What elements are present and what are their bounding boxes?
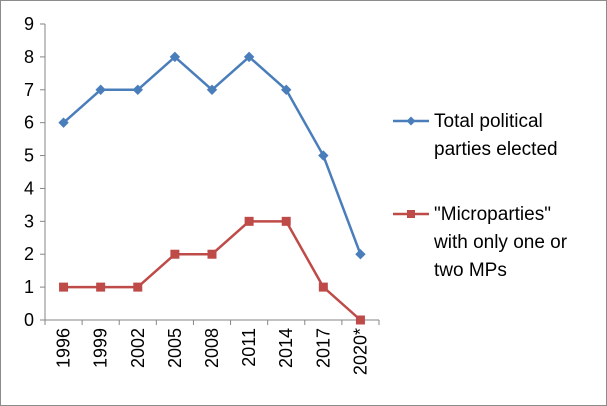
y-tick-label: 2 xyxy=(24,244,34,264)
series-layer xyxy=(58,51,366,325)
x-tick-label: 2011 xyxy=(239,328,259,367)
x-tick-label: 1996 xyxy=(54,328,74,368)
legend-marker xyxy=(406,116,416,126)
y-tick-label: 7 xyxy=(24,80,34,100)
data-point xyxy=(169,51,181,63)
data-point xyxy=(133,282,143,292)
series-line xyxy=(63,220,362,321)
legend-item-2: "Microparties" with only one or two MPs xyxy=(393,204,568,281)
data-point xyxy=(95,84,106,95)
data-point xyxy=(355,249,366,260)
data-point xyxy=(59,282,69,292)
data-point xyxy=(206,84,218,95)
y-tick-label: 0 xyxy=(24,310,34,330)
legend-item-1: Total political parties elected xyxy=(393,111,558,160)
y-tick-label: 8 xyxy=(24,47,34,67)
y-tick-label: 5 xyxy=(24,146,34,166)
legend: Total political parties elected "Micropart… xyxy=(393,111,568,281)
series-2 xyxy=(59,216,365,325)
legend-label: Total political xyxy=(434,111,543,132)
legend-label: with only one or xyxy=(433,232,568,253)
legend-label: parties elected xyxy=(434,139,558,160)
data-point xyxy=(207,249,217,259)
legend-label: two MPs xyxy=(434,260,507,281)
x-tick-label: 2005 xyxy=(165,328,185,368)
data-point xyxy=(244,216,254,226)
data-point xyxy=(243,51,255,63)
x-tick-label: 1999 xyxy=(91,328,111,368)
data-point xyxy=(318,282,328,292)
x-tick-label: 2008 xyxy=(202,328,222,368)
legend-label: "Microparties" xyxy=(434,204,551,225)
data-point xyxy=(132,84,143,95)
legend-marker xyxy=(407,210,415,218)
data-point xyxy=(96,282,106,292)
x-tick-label: 2002 xyxy=(128,328,148,368)
data-point xyxy=(170,249,180,259)
series-1 xyxy=(58,51,366,260)
x-tick-label: 2014 xyxy=(276,328,296,368)
data-point xyxy=(58,117,69,128)
y-tick-label: 3 xyxy=(24,211,34,231)
data-point xyxy=(318,150,329,161)
data-point xyxy=(355,315,365,325)
axes: 0 1 2 3 4 5 6 7 8 9 1996 1999 2002 2005 2008 2011 2014 20… xyxy=(24,14,380,375)
y-tick-label: 1 xyxy=(24,277,34,297)
y-tick-label: 9 xyxy=(24,14,34,34)
data-point xyxy=(281,84,292,95)
y-tick-label: 6 xyxy=(24,113,34,133)
x-tick-label: 2017 xyxy=(313,328,333,368)
data-point xyxy=(281,216,291,226)
y-tick-label: 4 xyxy=(24,178,34,198)
x-tick-label: 2020* xyxy=(350,328,370,375)
